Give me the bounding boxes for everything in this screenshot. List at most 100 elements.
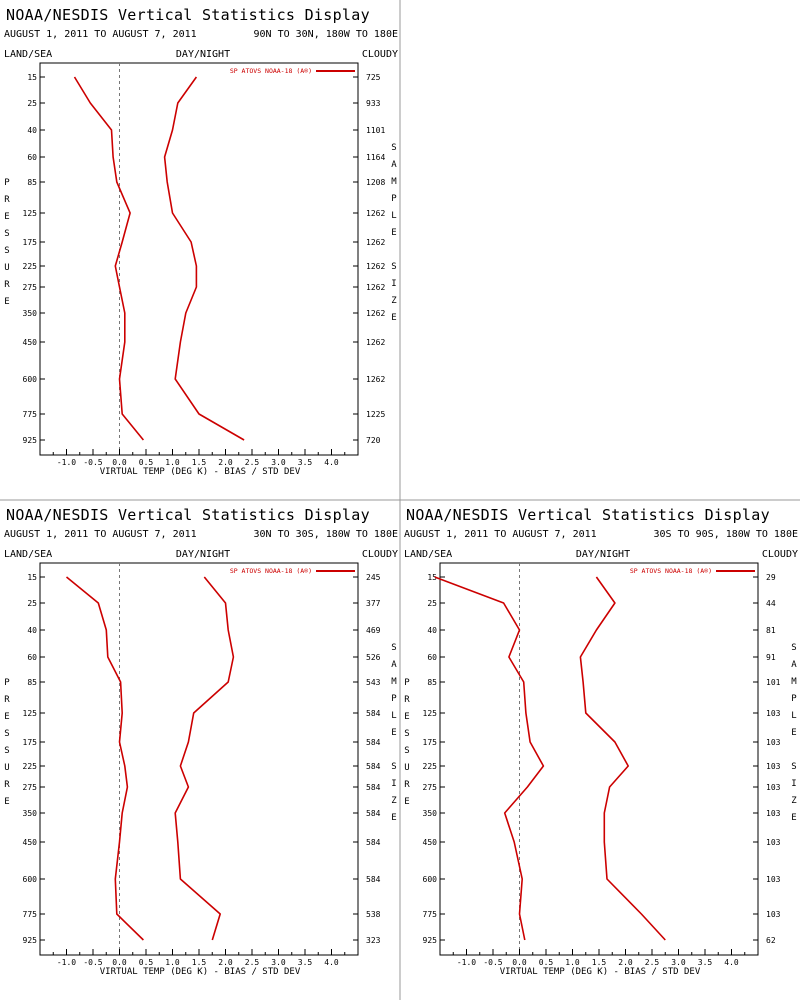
pressure-level-label: 15 xyxy=(27,73,37,82)
cloudy-label: CLOUDY xyxy=(762,549,798,560)
pressure-axis-letter: S xyxy=(4,729,9,739)
sample-size-label: 1262 xyxy=(366,262,385,271)
pressure-level-label: 25 xyxy=(27,99,37,108)
sample-axis-letter: S xyxy=(791,762,796,772)
date-range: AUGUST 1, 2011 TO AUGUST 7, 2011 xyxy=(4,29,197,40)
bias-series-line xyxy=(65,576,144,941)
sample-size-label: 1101 xyxy=(366,126,385,135)
sample-size-label: 543 xyxy=(366,678,381,687)
sample-size-label: 101 xyxy=(766,678,781,687)
panel-title: NOAA/NESDIS Vertical Statistics Display xyxy=(406,506,770,524)
x-tick-label: 3.0 xyxy=(671,958,686,967)
x-tick-label: -0.5 xyxy=(83,458,102,467)
sample-size-label: 584 xyxy=(366,875,381,884)
x-tick-label: 3.5 xyxy=(298,958,313,967)
sample-axis-letter: S xyxy=(391,262,396,272)
sample-size-label: 1262 xyxy=(366,375,385,384)
x-tick-label: 0.5 xyxy=(139,458,154,467)
region: 30N TO 30S, 180W TO 180E xyxy=(254,529,399,540)
sample-size-label: 245 xyxy=(366,573,381,582)
sample-size-label: 584 xyxy=(366,709,381,718)
x-tick-label: 2.5 xyxy=(245,958,260,967)
plot-frame xyxy=(439,562,759,956)
std-dev-series-line xyxy=(579,576,666,941)
sample-axis-letter: I xyxy=(791,779,796,789)
pressure-level-label: 60 xyxy=(27,153,37,162)
sample-size-label: 584 xyxy=(366,809,381,818)
pressure-axis-letter: U xyxy=(404,763,409,773)
sample-size-label: 584 xyxy=(366,762,381,771)
sample-size-label: 584 xyxy=(366,738,381,747)
pressure-level-label: 925 xyxy=(423,936,438,945)
sample-axis-letter: E xyxy=(791,813,796,823)
x-tick-label: 0.5 xyxy=(539,958,554,967)
sample-size-label: 1262 xyxy=(366,209,385,218)
region: 30S TO 90S, 180W TO 180E xyxy=(654,529,799,540)
day-night-label: DAY/NIGHT xyxy=(176,49,230,60)
sample-axis-letter: A xyxy=(391,660,397,670)
sample-size-label: 584 xyxy=(366,783,381,792)
pressure-axis-letter: S xyxy=(4,746,9,756)
x-tick-label: 1.5 xyxy=(192,958,207,967)
sample-size-label: 103 xyxy=(766,809,781,818)
pressure-level-label: 175 xyxy=(23,738,38,747)
sample-size-label: 1225 xyxy=(366,410,385,419)
x-tick-label: 0.5 xyxy=(139,958,154,967)
sample-size-label: 103 xyxy=(766,709,781,718)
sample-size-label: 538 xyxy=(366,910,381,919)
pressure-level-label: 85 xyxy=(427,678,437,687)
pressure-axis-letter: E xyxy=(404,797,409,807)
sample-size-label: 725 xyxy=(366,73,381,82)
sample-axis-letter: Z xyxy=(791,796,797,806)
pressure-level-label: 450 xyxy=(23,338,38,347)
pressure-level-label: 925 xyxy=(23,936,38,945)
pressure-level-label: 600 xyxy=(23,375,38,384)
sample-size-label: 29 xyxy=(766,573,776,582)
sample-size-label: 81 xyxy=(766,626,776,635)
pressure-axis-letter: E xyxy=(4,797,9,807)
pressure-axis-letter: S xyxy=(404,746,409,756)
sample-axis-letter: M xyxy=(391,677,397,687)
pressure-axis-letter: R xyxy=(4,695,10,705)
x-tick-label: 4.0 xyxy=(724,958,739,967)
x-tick-label: 1.0 xyxy=(165,958,180,967)
x-axis-label: VIRTUAL TEMP (DEG K) - BIAS / STD DEV xyxy=(100,467,301,477)
x-tick-label: 4.0 xyxy=(324,458,339,467)
x-tick-label: 4.0 xyxy=(324,958,339,967)
pressure-level-label: 25 xyxy=(427,599,437,608)
sample-axis-letter: E xyxy=(791,728,796,738)
sample-size-label: 1262 xyxy=(366,309,385,318)
x-tick-label: 0.0 xyxy=(112,958,127,967)
pressure-level-label: 450 xyxy=(23,838,38,847)
pressure-level-label: 925 xyxy=(23,436,38,445)
sample-axis-letter: S xyxy=(391,643,396,653)
pressure-axis-letter: R xyxy=(404,695,410,705)
sample-axis-letter: L xyxy=(391,711,396,721)
sample-axis-letter: L xyxy=(391,211,396,221)
panel-sh: NOAA/NESDIS Vertical Statistics Display A… xyxy=(404,506,798,977)
pressure-level-label: 40 xyxy=(27,626,37,635)
sample-axis-letter: I xyxy=(391,779,396,789)
pressure-level-label: 225 xyxy=(423,762,438,771)
pressure-level-label: 15 xyxy=(27,573,37,582)
date-range: AUGUST 1, 2011 TO AUGUST 7, 2011 xyxy=(404,529,597,540)
x-tick-label: 1.5 xyxy=(192,458,207,467)
pressure-level-label: 600 xyxy=(23,875,38,884)
sample-axis-letter: M xyxy=(791,677,797,687)
pressure-axis-letter: E xyxy=(4,212,9,222)
plot-frame xyxy=(39,62,359,456)
pressure-axis-letter: R xyxy=(4,780,10,790)
pressure-level-label: 275 xyxy=(423,783,438,792)
pressure-level-label: 350 xyxy=(423,809,438,818)
pressure-axis-letter: R xyxy=(404,780,410,790)
land-sea-label: LAND/SEA xyxy=(4,549,52,560)
pressure-axis-letter: P xyxy=(4,178,10,188)
sample-size-label: 377 xyxy=(366,599,381,608)
pressure-level-label: 775 xyxy=(23,910,38,919)
sample-axis-letter: M xyxy=(391,177,397,187)
sample-size-label: 103 xyxy=(766,738,781,747)
pressure-level-label: 60 xyxy=(427,653,437,662)
sample-size-label: 103 xyxy=(766,910,781,919)
pressure-level-label: 350 xyxy=(23,309,38,318)
